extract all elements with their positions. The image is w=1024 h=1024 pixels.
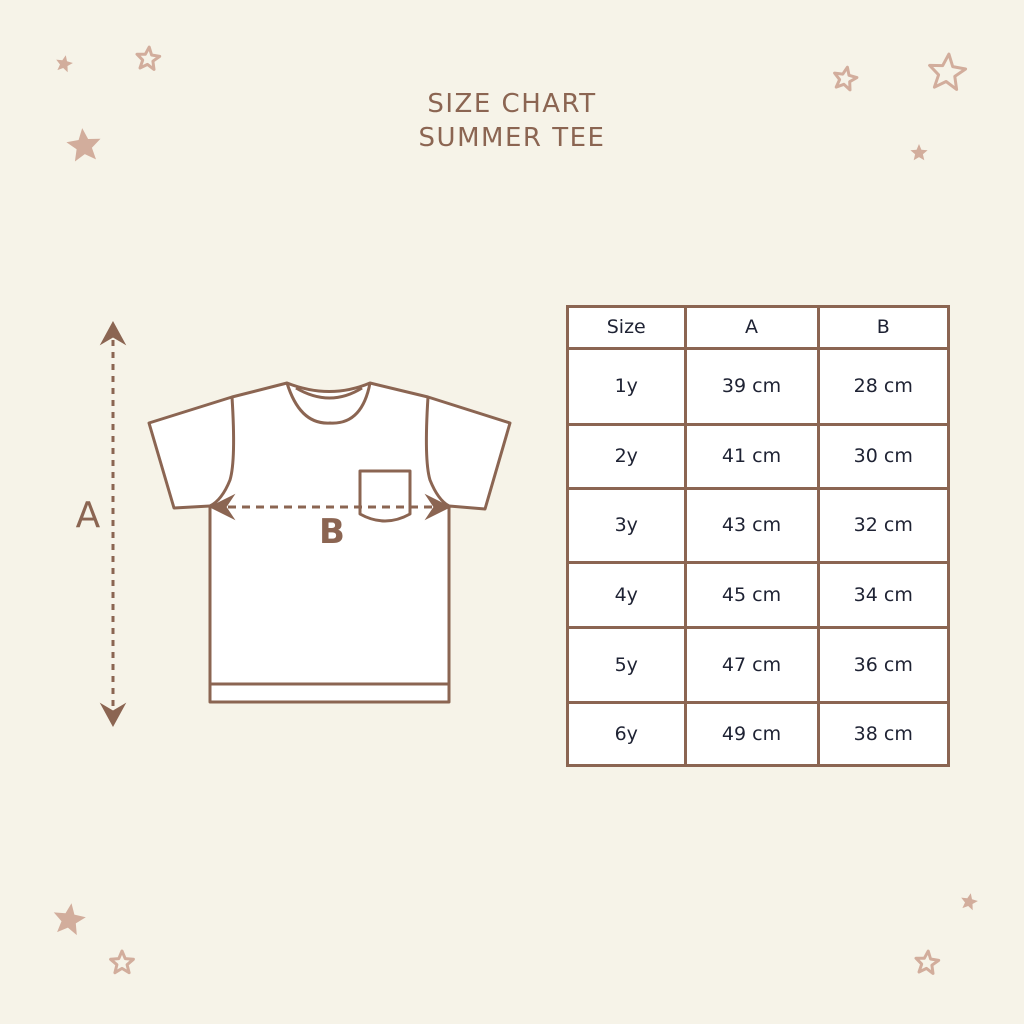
measure-b-arrow bbox=[208, 493, 452, 521]
title-line-2: SUMMER TEE bbox=[418, 123, 606, 153]
table-cell: 32 cm bbox=[819, 489, 947, 561]
table-header-cell: Size bbox=[569, 308, 684, 347]
table-header-cell: B bbox=[819, 308, 947, 347]
table-cell: 38 cm bbox=[819, 703, 947, 764]
table-header-cell: A bbox=[686, 308, 817, 347]
table-cell: 34 cm bbox=[819, 563, 947, 626]
table-cell: 47 cm bbox=[686, 628, 817, 701]
table-cell: 39 cm bbox=[686, 349, 817, 423]
table-cell: 28 cm bbox=[819, 349, 947, 423]
star-icon bbox=[56, 55, 73, 73]
table-cell: 2y bbox=[569, 425, 684, 487]
title-line-1: SIZE CHART bbox=[427, 89, 597, 119]
table-cell: 49 cm bbox=[686, 703, 817, 764]
table-cell: 41 cm bbox=[686, 425, 817, 487]
star-icon bbox=[910, 144, 928, 161]
measure-a-arrow bbox=[99, 320, 127, 728]
table-cell: 5y bbox=[569, 628, 684, 701]
label-b: B bbox=[319, 512, 345, 552]
table-cell: 30 cm bbox=[819, 425, 947, 487]
outline-star-icon bbox=[109, 949, 135, 975]
tshirt-icon bbox=[147, 381, 512, 704]
stars bbox=[53, 45, 978, 975]
outline-star-icon bbox=[135, 45, 162, 71]
table-cell: 36 cm bbox=[819, 628, 947, 701]
outline-star-icon bbox=[833, 65, 859, 92]
label-a: A bbox=[76, 495, 101, 536]
star-icon bbox=[53, 903, 86, 936]
outline-star-icon bbox=[928, 52, 968, 91]
table-cell: 1y bbox=[569, 349, 684, 423]
table-cell: 4y bbox=[569, 563, 684, 626]
table-cell: 3y bbox=[569, 489, 684, 561]
star-icon bbox=[66, 128, 101, 162]
size-table: Size A B 1y 39 cm 28 cm 2y 41 cm 30 cm 3y 43 cm 32 … bbox=[566, 305, 950, 767]
table-cell: 43 cm bbox=[686, 489, 817, 561]
star-icon bbox=[961, 893, 978, 911]
outline-star-icon bbox=[914, 949, 941, 975]
table-cell: 6y bbox=[569, 703, 684, 764]
table-cell: 45 cm bbox=[686, 563, 817, 626]
